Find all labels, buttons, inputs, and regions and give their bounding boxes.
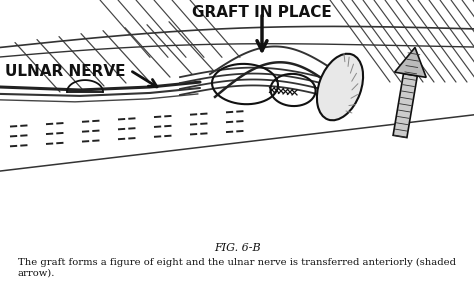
Text: ULNAR NERVE: ULNAR NERVE [5,64,126,79]
Text: The graft forms a figure of eight and the ulnar nerve is transferred anteriorly : The graft forms a figure of eight and th… [18,258,456,278]
Ellipse shape [317,54,363,120]
Text: GRAFT IN PLACE: GRAFT IN PLACE [192,5,332,20]
Text: FIG. 6-B: FIG. 6-B [214,243,260,253]
Polygon shape [393,74,417,138]
Polygon shape [395,47,426,77]
